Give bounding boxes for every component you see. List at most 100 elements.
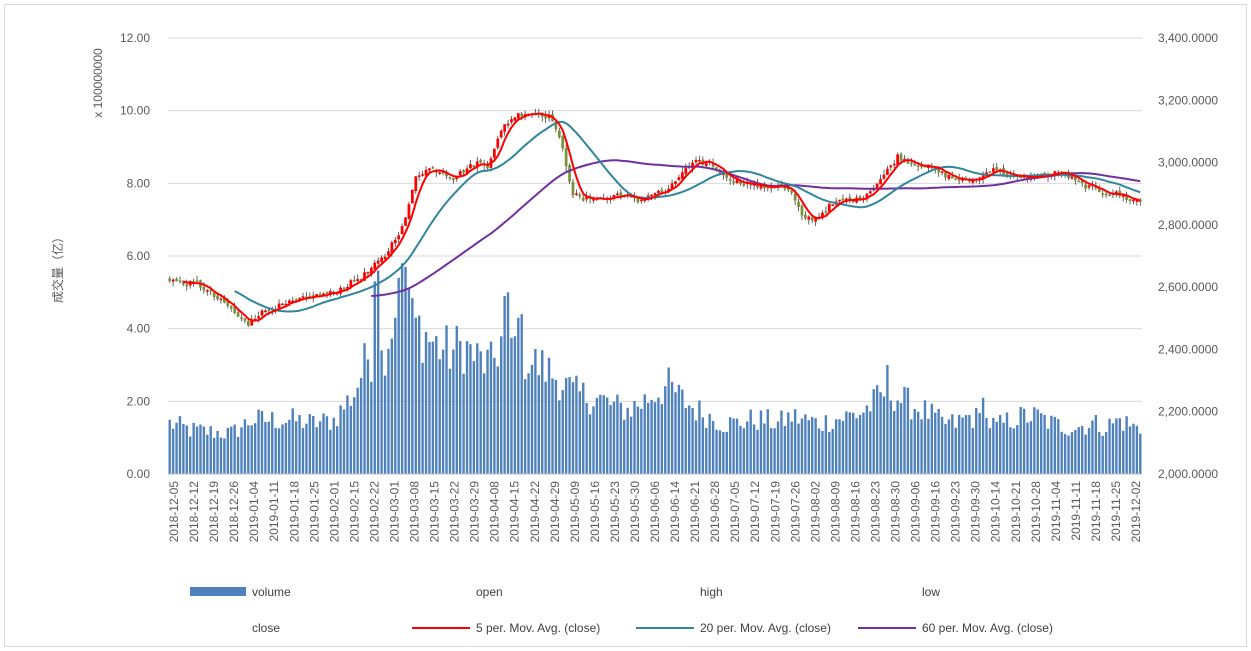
candle-body — [250, 319, 254, 326]
candle-body — [390, 242, 394, 253]
volume-bar — [865, 405, 869, 474]
volume-bar — [780, 410, 783, 474]
candle-body — [264, 310, 267, 313]
volume-bar — [852, 412, 855, 474]
volume-bar — [195, 426, 199, 474]
volume-bar — [1101, 435, 1104, 474]
candle-body — [875, 183, 879, 189]
ma60-line — [371, 159, 1141, 297]
candle-body — [410, 189, 414, 204]
candle-body — [376, 260, 380, 264]
volume-bar — [906, 387, 910, 474]
candle-body — [725, 172, 729, 178]
volume-bar — [510, 337, 513, 474]
volume-bar — [1115, 418, 1118, 474]
candle-body — [223, 297, 226, 303]
volume-bar — [715, 429, 718, 474]
legend: volume open high low close 5 per. Mov. A… — [190, 585, 1053, 635]
candle-body — [653, 193, 657, 196]
volume-bar — [807, 420, 810, 474]
x-tick-label: 2019-05-09 — [568, 481, 582, 543]
candle-body — [246, 320, 250, 326]
volume-bar — [636, 406, 640, 474]
volume-bar — [459, 341, 462, 474]
volume-bar — [1074, 430, 1077, 474]
candle-body — [571, 182, 575, 196]
candle-body — [356, 279, 360, 282]
volume-bar — [664, 386, 667, 474]
volume-bar — [206, 434, 209, 474]
volume-bar — [383, 375, 387, 474]
volume-bar — [575, 375, 578, 474]
candle-body — [739, 180, 742, 184]
candle-body — [397, 235, 401, 240]
candle-body — [212, 292, 216, 298]
candle-body — [369, 267, 373, 274]
volume-bar — [585, 403, 588, 474]
volume-bar — [253, 423, 257, 474]
candle-body — [1132, 199, 1135, 202]
volume-bar — [684, 408, 687, 474]
candle-body — [616, 193, 619, 196]
volume-bar — [599, 394, 602, 474]
candle-body — [715, 167, 718, 169]
volume-bar — [527, 373, 530, 474]
volume-bar — [588, 414, 592, 474]
volume-bar — [934, 412, 937, 474]
volume-bar — [353, 397, 356, 474]
volume-bar — [312, 416, 315, 474]
volume-bar — [858, 414, 862, 474]
volume-bar — [766, 409, 769, 474]
x-tick-label: 2019-03-15 — [428, 481, 442, 543]
volume-bar — [462, 373, 465, 474]
volume-bar — [240, 427, 243, 474]
candle-body — [554, 121, 558, 130]
candle-body — [233, 307, 237, 313]
x-tick-label: 2019-08-09 — [828, 481, 842, 543]
candle-body — [503, 124, 506, 132]
x-tick-label: 2019-01-11 — [267, 481, 281, 542]
y-right-tick-label: 3,400.0000 — [1158, 31, 1218, 45]
candle-body — [438, 172, 442, 174]
candle-body — [766, 186, 770, 189]
candle-body — [322, 293, 325, 296]
candle-body — [451, 177, 455, 181]
volume-bar — [834, 419, 838, 474]
candle-body — [281, 303, 284, 306]
candle-body — [318, 294, 322, 296]
volume-bar — [1118, 418, 1121, 474]
volume-bar — [691, 407, 694, 474]
candle-body — [366, 271, 370, 274]
volume-bar — [947, 419, 951, 474]
candle-body — [1019, 176, 1023, 179]
candle-body — [202, 286, 206, 291]
candle-body — [667, 188, 671, 192]
candle-body — [882, 174, 886, 179]
volume-bar — [1077, 427, 1080, 474]
candle-body — [257, 316, 260, 319]
candle-body — [694, 159, 698, 163]
volume-bar — [746, 421, 749, 474]
volume-bar — [223, 438, 226, 474]
x-tick-label: 2019-04-15 — [508, 481, 522, 543]
volume-bar — [411, 298, 414, 474]
volume-bar — [520, 314, 523, 474]
volume-bar — [879, 392, 882, 474]
volume-bar — [322, 413, 325, 474]
candle-body — [465, 168, 469, 173]
y-right-tick-label: 2,800.0000 — [1158, 218, 1218, 232]
volume-bar — [1022, 408, 1026, 474]
candle-body — [827, 203, 831, 212]
volume-bar — [824, 415, 828, 474]
candle-body — [475, 161, 479, 168]
candle-body — [469, 164, 472, 168]
y-right-tick-label: 3,000.0000 — [1158, 156, 1218, 170]
candle-body — [383, 256, 387, 260]
candle-body — [472, 165, 476, 168]
candle-body — [937, 167, 941, 173]
candle-body — [947, 175, 951, 179]
volume-bar — [1012, 428, 1016, 474]
candle-body — [629, 196, 633, 198]
x-tick-label: 2019-05-23 — [608, 481, 622, 543]
volume-bar — [612, 401, 616, 474]
